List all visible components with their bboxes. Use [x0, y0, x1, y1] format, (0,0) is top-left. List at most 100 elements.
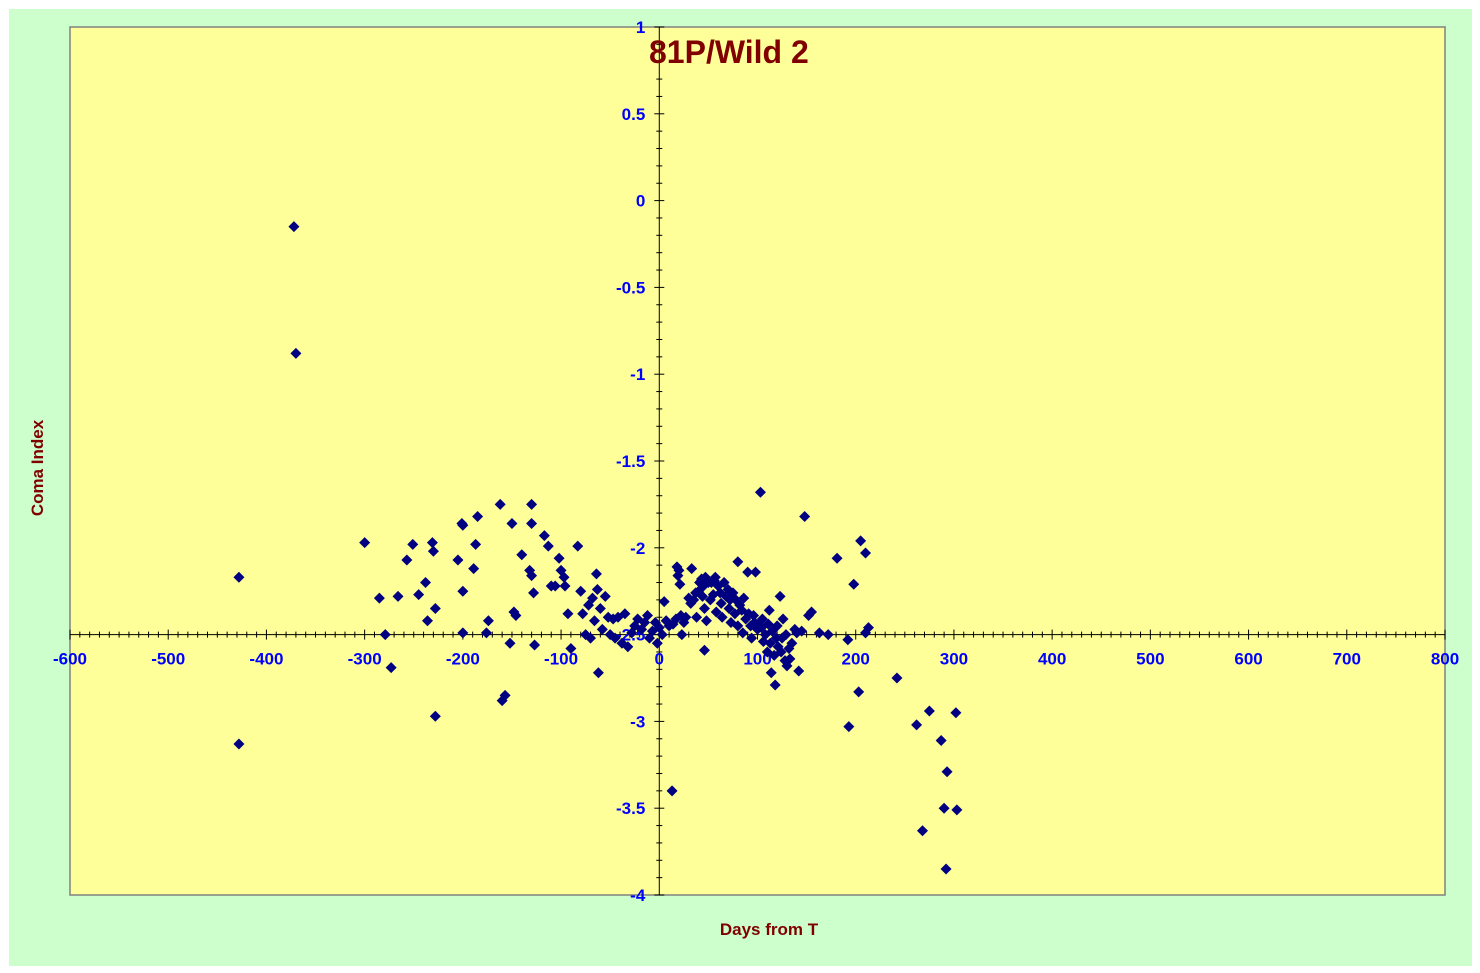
data-point	[951, 804, 963, 816]
chart-area: -600 -500 -400 -300 -200 -100 0 100 200 300 400 500…	[9, 9, 1472, 966]
x-tick-label: 300	[940, 650, 968, 669]
x-tick-label: -600	[53, 650, 87, 669]
x-tick-label: -500	[151, 650, 185, 669]
data-point	[392, 590, 404, 602]
data-point	[480, 627, 492, 639]
data-point	[950, 707, 962, 719]
data-point	[673, 564, 685, 576]
data-point	[831, 552, 843, 564]
data-point	[422, 615, 433, 627]
data-point	[290, 347, 302, 359]
data-point	[526, 498, 538, 510]
data-point	[666, 785, 678, 797]
data-point	[494, 498, 506, 510]
data-point	[697, 590, 708, 602]
data-point	[596, 623, 608, 635]
data-point	[738, 592, 750, 604]
data-point	[529, 639, 541, 651]
data-point	[427, 545, 439, 557]
y-tick-label: -4	[630, 886, 646, 905]
x-tick-label: 700	[1333, 650, 1361, 669]
data-point	[468, 563, 480, 575]
data-point	[592, 667, 604, 679]
data-points	[233, 221, 963, 875]
data-point	[656, 629, 668, 641]
data-point	[750, 566, 762, 578]
data-point	[233, 738, 245, 750]
data-point	[746, 632, 758, 644]
data-point	[732, 556, 744, 568]
data-point	[499, 689, 511, 701]
data-point	[853, 686, 865, 698]
data-point	[754, 486, 766, 498]
chart-title: 81P/Wild 2	[649, 34, 809, 70]
data-point	[401, 554, 413, 566]
data-point	[691, 611, 703, 623]
data-point	[935, 734, 947, 746]
x-tick-label: -400	[249, 650, 283, 669]
data-point	[609, 632, 621, 644]
data-point	[233, 571, 245, 583]
data-point	[709, 571, 721, 583]
axes	[69, 26, 1446, 896]
x-tick-label: 500	[1136, 650, 1164, 669]
data-point	[763, 604, 775, 616]
data-point	[651, 637, 663, 649]
data-point	[771, 620, 783, 632]
x-tick-label: 200	[842, 650, 870, 669]
y-axis-title: Coma Index	[28, 419, 47, 516]
data-point	[288, 221, 300, 233]
y-tick-label: 0	[636, 192, 645, 211]
y-tick-label: -3.5	[616, 799, 645, 818]
data-point	[553, 552, 565, 564]
data-point	[698, 644, 710, 656]
data-point	[559, 580, 571, 592]
data-point	[457, 627, 469, 639]
data-point	[680, 611, 692, 623]
data-point	[723, 603, 735, 615]
x-tick-label: 800	[1431, 650, 1459, 669]
x-tick-label: -300	[348, 650, 382, 669]
y-tick-label: -1	[630, 365, 645, 384]
data-point	[526, 517, 538, 529]
data-point	[860, 547, 872, 559]
scatter-chart: -600 -500 -400 -300 -200 -100 0 100 200 300 400 500…	[28, 18, 1459, 939]
data-point	[917, 825, 928, 837]
data-point	[599, 590, 611, 602]
data-point	[862, 622, 874, 634]
data-point	[587, 592, 598, 604]
data-point	[842, 634, 854, 646]
data-point	[748, 610, 760, 622]
data-point	[686, 563, 698, 575]
data-point	[429, 710, 441, 722]
data-point	[413, 589, 425, 601]
x-axis-title: Days from T	[720, 920, 819, 939]
y-tick-label: -3	[630, 712, 645, 731]
x-tick-label: 0	[655, 650, 664, 669]
data-point	[510, 610, 522, 622]
data-point	[558, 571, 570, 583]
data-point	[756, 613, 768, 625]
x-tick-label: -200	[446, 650, 480, 669]
x-tick-label: 600	[1234, 650, 1262, 669]
data-point	[923, 705, 935, 717]
data-point	[542, 540, 554, 552]
data-point	[742, 566, 754, 578]
data-point	[457, 519, 469, 531]
data-point	[457, 585, 469, 597]
data-point	[482, 615, 494, 627]
x-axis-tick-labels: -600 -500 -400 -300 -200 -100 0 100 200 300 400 500…	[53, 650, 1459, 669]
data-point	[911, 719, 923, 731]
data-point	[941, 766, 953, 778]
data-point	[504, 637, 516, 649]
data-point	[780, 629, 792, 641]
data-point	[622, 641, 634, 653]
data-point	[774, 590, 786, 602]
data-point	[565, 642, 577, 654]
data-point	[470, 538, 482, 550]
data-point	[577, 608, 589, 620]
data-point	[528, 587, 540, 599]
data-point	[379, 629, 391, 641]
data-point	[373, 592, 385, 604]
data-point	[822, 629, 834, 641]
